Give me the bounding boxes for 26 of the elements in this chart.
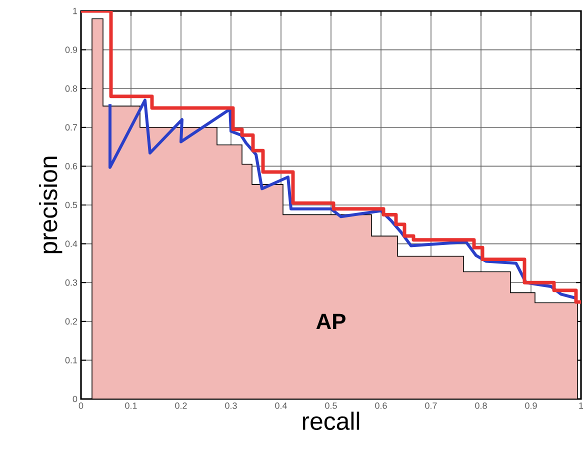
x-tick-label: 0.8 <box>475 402 487 409</box>
y-tick-label: 0.3 <box>65 279 78 286</box>
x-tick-label: 0.7 <box>425 402 437 409</box>
x-tick-label: 0.2 <box>175 402 187 409</box>
x-tick-label: 1 <box>579 402 584 409</box>
x-axis-title: recall <box>302 412 360 430</box>
y-tick-label: 0.7 <box>65 124 78 131</box>
y-tick-label: 0.4 <box>65 240 78 247</box>
y-tick-label: 0.6 <box>65 163 78 170</box>
x-tick-label: 0 <box>78 402 84 409</box>
y-axis-title: precision <box>38 156 62 254</box>
line-series <box>108 98 578 300</box>
x-tick-label: 0.5 <box>325 402 337 409</box>
y-tick-label: 0.2 <box>65 318 78 325</box>
annotation: AP <box>316 314 346 329</box>
x-tick-label: 0.3 <box>225 402 237 409</box>
y-tick-label: 0.5 <box>65 202 78 208</box>
x-tick-label: 0.4 <box>275 402 287 409</box>
x-tick-label: 0.1 <box>125 402 137 409</box>
y-tick-label: 0.1 <box>65 357 78 364</box>
y-tick-label: 0.9 <box>65 46 78 53</box>
y-tick-label: 0.8 <box>65 85 78 92</box>
y-tick-label: 1 <box>73 8 78 14</box>
y-tick-label: 0 <box>72 396 78 402</box>
x-tick-label: 0.6 <box>375 402 387 409</box>
x-tick-label: 0.9 <box>525 402 537 409</box>
